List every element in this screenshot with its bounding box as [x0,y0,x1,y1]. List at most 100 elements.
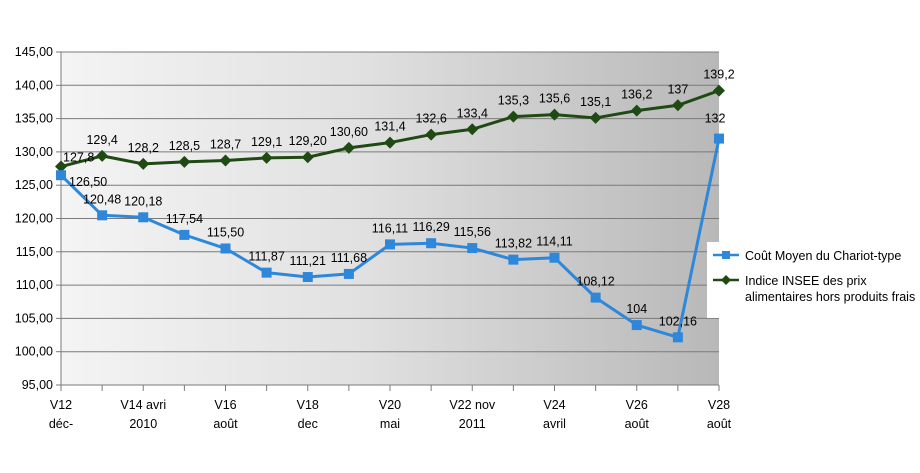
data-label-indice-insee: 137 [667,82,688,96]
data-point-indice-insee [466,123,479,136]
x-tick-label: mai [380,417,400,431]
data-label-indice-insee: 128,2 [128,141,159,155]
series-layer: 126,50 120,48 120,18 117,54 115,50 111,87 111,… [55,68,735,343]
data-point-indice-insee [548,108,561,121]
data-point-indice-insee [384,136,396,149]
y-tick-label: 135,00 [15,112,53,126]
x-tick-label: août [707,417,732,431]
x-tick-label: déc- [49,417,73,431]
x-tick-label: dec [298,417,318,431]
data-label-indice-insee: 129,20 [289,134,327,148]
legend-label-indice-insee: Indice INSEE des prix alimentaires hors … [745,274,916,304]
y-tick-label: 100,00 [15,345,53,359]
data-point-cout-moyen [426,238,437,249]
data-point-cout-moyen [631,320,642,331]
y-tick-label: 115,00 [16,245,53,259]
data-label-cout-moyen: 132 [705,112,726,126]
y-tick-label: 95,00 [22,378,53,392]
data-label-cout-moyen: 108,12 [577,275,615,289]
x-tick-label: V26 [626,398,648,412]
data-point-indice-insee [96,149,109,162]
data-point-cout-moyen [56,170,66,181]
data-label-cout-moyen: 116,29 [412,220,449,234]
y-tick-label: 140,00 [15,78,53,92]
data-label-indice-insee: 135,1 [580,95,611,109]
data-point-indice-insee [301,151,314,164]
data-point-cout-moyen [672,332,683,343]
data-label-cout-moyen: 102,16 [659,314,697,328]
x-tick-label: 2010 [129,417,157,431]
data-label-cout-moyen: 115,56 [454,225,491,239]
data-label-indice-insee: 133,4 [457,106,488,120]
x-tick-label: V14 avri [120,398,166,412]
data-label-indice-insee: 131,4 [374,120,405,134]
data-label-indice-insee: 129,1 [251,135,282,149]
data-label-indice-insee: 128,7 [210,138,241,152]
x-tick-label: août [625,417,650,431]
data-label-cout-moyen: 111,87 [248,250,284,264]
y-tick-label: 105,00 [15,311,53,325]
data-point-cout-moyen [590,292,601,303]
data-label-cout-moyen: 113,82 [495,237,532,251]
data-point-indice-insee [342,141,355,154]
x-tick-label: août [213,417,238,431]
data-point-cout-moyen [302,272,313,283]
data-label-cout-moyen: 115,50 [207,225,244,239]
data-point-indice-insee [178,155,191,168]
data-point-cout-moyen [97,210,108,221]
data-point-indice-insee [55,160,67,173]
y-axis: 95,00 100,00 105,00 110,00 115,00 120,00 125,0… [15,45,62,392]
data-label-cout-moyen: 116,11 [372,221,408,235]
legend-swatch-diamond-icon [713,275,739,285]
data-label-indice-insee: 135,6 [539,92,570,106]
y-tick-label: 120,00 [15,212,53,226]
y-tick-label: 110,00 [16,278,53,292]
data-point-cout-moyen [467,243,478,254]
data-point-cout-moyen [508,254,519,265]
data-label-cout-moyen: 111,68 [331,251,367,265]
legend-label-cout-moyen: Coût Moyen du Chariot-type [745,249,902,263]
y-tick-label: 145,00 [15,45,53,59]
x-tick-label: V18 [297,398,319,412]
data-point-cout-moyen [714,133,724,144]
x-tick-label: V22 nov [449,398,496,412]
data-point-indice-insee [507,110,520,123]
data-label-indice-insee: 135,3 [498,94,529,108]
data-label-indice-insee: 136,2 [621,88,652,102]
x-tick-label: V24 [543,398,565,412]
data-point-cout-moyen [549,252,560,263]
data-point-indice-insee [630,104,643,117]
data-point-cout-moyen [138,212,149,223]
gridlines [61,51,719,353]
data-label-cout-moyen: 117,54 [166,212,203,226]
data-label-indice-insee: 127,8 [63,151,94,165]
data-label-cout-moyen: 114,11 [536,235,572,249]
x-tick-label: V12 [50,398,72,412]
data-point-indice-insee [671,99,684,112]
data-point-indice-insee [137,157,150,170]
data-point-indice-insee [589,111,602,124]
data-point-indice-insee [713,84,725,97]
data-point-indice-insee [260,151,273,164]
data-label-indice-insee: 129,4 [86,133,117,147]
data-label-indice-insee: 128,5 [169,139,200,153]
legend-swatch-square-icon [713,251,739,259]
data-label-indice-insee: 132,6 [415,112,446,126]
data-label-indice-insee: 130,60 [330,125,368,139]
data-label-cout-moyen: 126,50 [69,175,107,189]
data-point-cout-moyen [179,229,190,240]
x-tick-label: V16 [214,398,236,412]
x-axis: V12 déc- V14 avri 2010 V16 août V18 dec V20 mai V2… [49,384,732,431]
data-point-cout-moyen [385,239,395,250]
data-label-cout-moyen: 104 [626,302,647,316]
x-tick-label: V20 [379,398,401,412]
y-tick-label: 130,00 [15,145,53,159]
data-point-cout-moyen [261,267,272,278]
data-point-cout-moyen [220,243,231,254]
data-label-cout-moyen: 120,18 [124,194,162,208]
y-tick-label: 125,00 [15,178,53,192]
data-label-cout-moyen: 111,21 [290,254,326,268]
legend-item-cout-moyen: Coût Moyen du Chariot-type [713,248,918,264]
data-point-indice-insee [425,128,438,141]
